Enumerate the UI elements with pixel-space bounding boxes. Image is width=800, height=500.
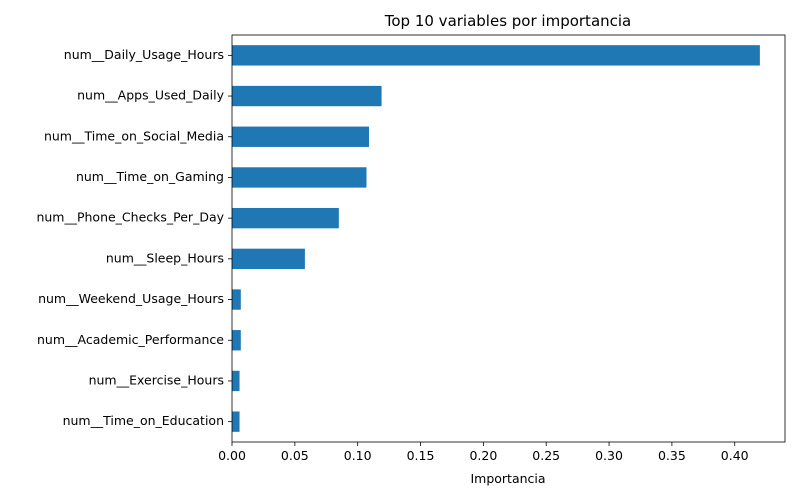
category-label: num__Time_on_Social_Media bbox=[44, 128, 224, 143]
bar-8 bbox=[232, 330, 241, 351]
category-label: num__Phone_Checks_Per_Day bbox=[36, 210, 224, 225]
x-tick-label: 0.20 bbox=[469, 448, 497, 463]
category-label: num__Academic_Performance bbox=[37, 332, 224, 347]
bar-4 bbox=[232, 167, 367, 188]
category-label: num__Time_on_Gaming bbox=[76, 169, 224, 184]
bar-2 bbox=[232, 85, 382, 107]
x-tick-label: 0.10 bbox=[344, 448, 372, 463]
chart-title: Top 10 variables por importancia bbox=[384, 12, 632, 30]
x-tick-label: 0.40 bbox=[721, 448, 749, 463]
bar-1 bbox=[232, 45, 760, 66]
x-tick-label: 0.25 bbox=[532, 448, 560, 463]
category-labels: num__Daily_Usage_Hours num__Apps_Used_Dai… bbox=[36, 47, 232, 428]
bar-7 bbox=[232, 289, 241, 310]
x-tick-label: 0.05 bbox=[281, 448, 309, 463]
bar-5 bbox=[232, 207, 339, 229]
bar-3 bbox=[232, 126, 369, 147]
category-label: num__Exercise_Hours bbox=[89, 372, 224, 387]
category-label: num__Sleep_Hours bbox=[106, 250, 224, 265]
category-label: num__Daily_Usage_Hours bbox=[64, 47, 224, 62]
x-tick-label: 0.35 bbox=[658, 448, 686, 463]
axes-frame bbox=[231, 34, 786, 443]
category-label: num__Time_on_Education bbox=[63, 413, 224, 428]
category-label: num__Weekend_Usage_Hours bbox=[38, 291, 224, 306]
x-axis-label: Importancia bbox=[470, 471, 545, 486]
category-label: num__Apps_Used_Daily bbox=[77, 88, 224, 103]
plot-frame bbox=[231, 34, 786, 443]
bar-6 bbox=[232, 248, 305, 270]
x-tick-label: 0.30 bbox=[595, 448, 623, 463]
x-axis-ticks: 0.00 0.05 0.10 0.15 0.20 0.25 0.30 0.35 0.40 bbox=[218, 442, 749, 463]
bar-10 bbox=[232, 411, 240, 432]
bars-group bbox=[232, 45, 760, 432]
x-tick-label: 0.00 bbox=[218, 448, 246, 463]
bar-9 bbox=[232, 370, 240, 392]
x-tick-label: 0.15 bbox=[407, 448, 435, 463]
